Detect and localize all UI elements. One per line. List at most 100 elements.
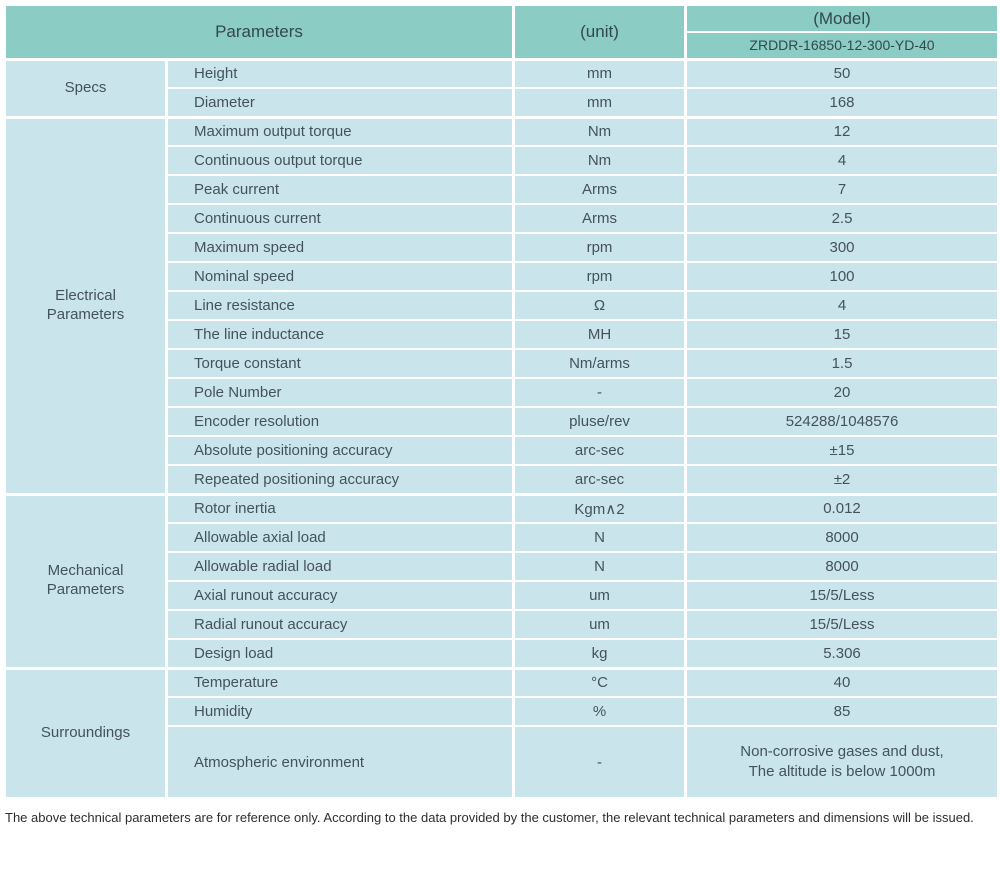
unit-cell: mm [512,87,687,118]
table-row: Electrical Parameters Maximum output tor… [3,115,1000,495]
value-cell: 15 [684,319,1000,350]
page: Parameters (unit) (Model) ZRDDR-16850-12… [3,4,1000,825]
unit-cell: Nm/arms [512,348,687,379]
unit-cell: Kgm∧2 [512,492,687,524]
header-model-value: ZRDDR-16850-12-300-YD-40 [684,31,1000,60]
param-cell: Radial runout accuracy [165,609,515,640]
unit-cell: % [512,696,687,727]
table-row: Encoder resolution pluse/rev 524288/1048… [5,406,1000,437]
param-cell: Nominal speed [165,261,515,292]
table-row: Repeated positioning accuracy arc-sec ±2 [5,464,1000,495]
table-row: Line resistance Ω 4 [5,290,1000,321]
header-unit: (unit) [512,4,687,60]
unit-cell: Arms [512,174,687,205]
table-row: Mechanical Parameters Rotor inertia Kgm∧… [3,492,1000,669]
unit-cell: Arms [512,203,687,234]
unit-cell: pluse/rev [512,406,687,437]
unit-cell: Nm [512,115,687,147]
unit-cell: - [512,725,687,799]
table-row: Continuous output torque Nm 4 [5,145,1000,176]
param-cell: Allowable radial load [165,551,515,582]
value-cell: 5.306 [684,638,1000,669]
value-cell: 8000 [684,522,1000,553]
category-cell-electrical: Electrical Parameters [3,115,168,495]
table-row: Diameter mm 168 [5,87,1000,118]
param-cell: Continuous current [165,203,515,234]
value-cell: ±2 [684,464,1000,495]
param-cell: Axial runout accuracy [165,580,515,611]
param-cell: Peak current [165,174,515,205]
param-cell: Design load [165,638,515,669]
table-row: Allowable radial load N 8000 [5,551,1000,582]
table-header: Parameters (unit) (Model) ZRDDR-16850-12… [3,4,1000,60]
param-cell: Maximum output torque [165,115,515,147]
table-row: Peak current Arms 7 [5,174,1000,205]
param-cell: Maximum speed [165,232,515,263]
table-row: Allowable axial load N 8000 [5,522,1000,553]
table-row: Atmospheric environment - Non-corrosive … [5,725,1000,799]
value-cell: Non-corrosive gases and dust, The altitu… [684,725,1000,799]
unit-cell: kg [512,638,687,669]
value-cell: 4 [684,145,1000,176]
unit-cell: mm [512,57,687,89]
param-cell: Pole Number [165,377,515,408]
header-parameters: Parameters [3,4,515,60]
value-cell: 40 [684,666,1000,698]
unit-cell: um [512,609,687,640]
header-row-2: ZRDDR-16850-12-300-YD-40 [5,31,1000,60]
category-cell-surroundings: Surroundings [3,666,168,799]
spec-table: Parameters (unit) (Model) ZRDDR-16850-12… [3,4,1000,799]
param-cell: Temperature [165,666,515,698]
table-row: Humidity % 85 [5,696,1000,727]
table-row: Torque constant Nm/arms 1.5 [5,348,1000,379]
table-row: Radial runout accuracy um 15/5/Less [5,609,1000,640]
table-row: Nominal speed rpm 100 [5,261,1000,292]
unit-cell: um [512,580,687,611]
param-cell: Torque constant [165,348,515,379]
table-row: Surroundings Temperature °C 40 [3,666,1000,799]
value-cell: 15/5/Less [684,580,1000,611]
value-cell: 524288/1048576 [684,406,1000,437]
value-cell: 1.5 [684,348,1000,379]
unit-cell: Ω [512,290,687,321]
unit-cell: arc-sec [512,464,687,495]
value-cell: 8000 [684,551,1000,582]
table-row: Axial runout accuracy um 15/5/Less [5,580,1000,611]
table-row: The line inductance MH 15 [5,319,1000,350]
param-cell: Continuous output torque [165,145,515,176]
unit-cell: MH [512,319,687,350]
value-cell: 20 [684,377,1000,408]
table-row: Absolute positioning accuracy arc-sec ±1… [5,435,1000,466]
param-cell: Rotor inertia [165,492,515,524]
footnote: The above technical parameters are for r… [5,810,974,825]
value-cell: 7 [684,174,1000,205]
param-cell: Absolute positioning accuracy [165,435,515,466]
unit-cell: Nm [512,145,687,176]
value-cell: ±15 [684,435,1000,466]
value-cell: 15/5/Less [684,609,1000,640]
value-cell: 50 [684,57,1000,89]
value-cell: 12 [684,115,1000,147]
value-cell: 2.5 [684,203,1000,234]
unit-cell: rpm [512,232,687,263]
header-model: (Model) [684,4,1000,33]
header-row-1: Parameters (unit) (Model) [3,4,1000,60]
unit-cell: N [512,522,687,553]
table-row: Maximum speed rpm 300 [5,232,1000,263]
param-cell: Allowable axial load [165,522,515,553]
category-cell-specs: Specs [3,57,168,118]
unit-cell: N [512,551,687,582]
param-cell: Atmospheric environment [165,725,515,799]
param-cell: The line inductance [165,319,515,350]
param-cell: Line resistance [165,290,515,321]
value-cell: 4 [684,290,1000,321]
unit-cell: rpm [512,261,687,292]
param-cell: Height [165,57,515,89]
value-cell: 100 [684,261,1000,292]
unit-cell: arc-sec [512,435,687,466]
value-cell: 85 [684,696,1000,727]
value-cell: 300 [684,232,1000,263]
table-row: Continuous current Arms 2.5 [5,203,1000,234]
unit-cell: - [512,377,687,408]
value-cell: 0.012 [684,492,1000,524]
